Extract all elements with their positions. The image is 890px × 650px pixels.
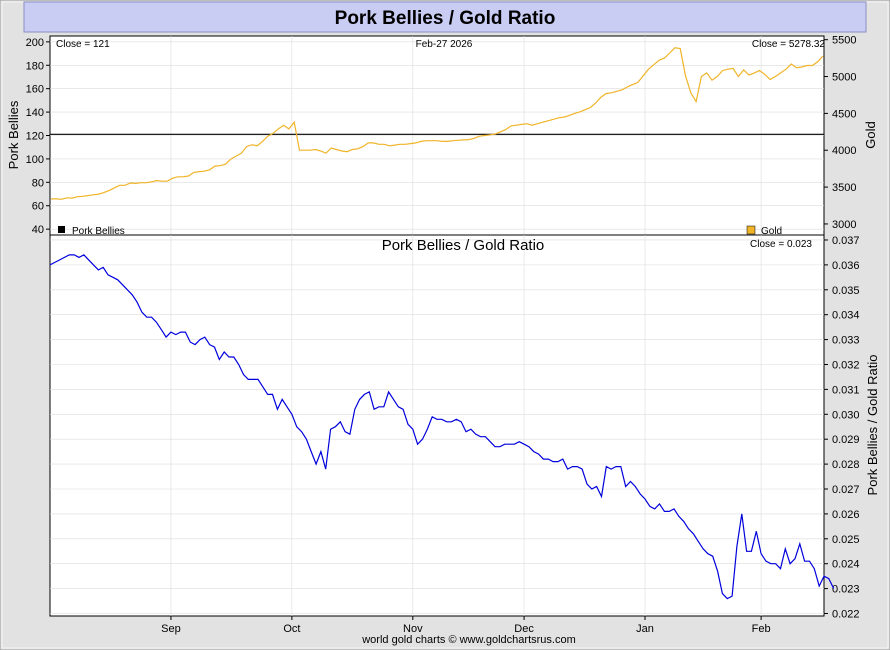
top-left-tick-label: 80 [32,177,44,189]
x-tick-label: Jan [636,623,654,635]
bottom-right-tick-label: 0.032 [832,359,860,371]
bottom-panel-title: Pork Bellies / Gold Ratio [382,237,545,254]
x-tick-label: Feb [752,623,771,635]
top-right-axis-ticks: 5500 5000 4500 4000 3500 3000 [824,35,856,231]
x-axis-ticks: Sep Oct Nov Dec Jan Feb [161,616,771,635]
bottom-right-tick-label: 0.025 [832,534,860,546]
top-panel-grid [50,36,824,235]
bottom-right-tick-label: 0.031 [832,384,860,396]
top-left-tick-label: 180 [26,60,44,72]
top-left-tick-label: 140 [26,107,44,119]
bottom-right-tick-label: 0.023 [832,584,860,596]
ratio-series-line [49,254,835,600]
legend-label-gold: Gold [761,226,782,237]
title-bar [23,1,867,33]
top-right-tick-label: 4000 [832,145,856,157]
bottom-right-tick-label: 0.024 [832,559,860,571]
page-title: Pork Bellies / Gold Ratio [335,8,556,29]
bottom-right-axis-ticks: 0.037 0.036 0.035 0.034 0.033 0.032 0.031 0.030… [824,235,860,621]
footer-credit: world gold charts © www.goldchartsrus.co… [361,634,576,646]
top-right-tick-label: 3500 [832,182,856,194]
bottom-panel: 0.037 0.036 0.035 0.034 0.033 0.032 0.031 0.030… [49,234,880,635]
top-info-center: Feb-27 2026 [416,39,473,50]
x-tick-label: Sep [161,623,181,635]
bottom-right-tick-label: 0.026 [832,509,860,521]
top-info-right: Close = 5278.32 [752,39,826,50]
top-left-tick-label: 40 [32,224,44,236]
bottom-right-tick-label: 0.036 [832,260,860,272]
top-left-axis-ticks: 200 180 160 140 120 100 80 60 40 [26,37,50,236]
legend-swatch-gold [746,225,756,235]
top-right-axis-label: Gold [863,121,878,148]
top-left-tick-label: 60 [32,201,44,213]
bottom-right-tick-label: 0.022 [832,609,860,621]
bottom-right-tick-label: 0.028 [832,459,860,471]
bottom-right-tick-label: 0.034 [832,310,860,322]
bottom-right-tick-label: 0.027 [832,484,860,496]
top-panel: 200 180 160 140 120 100 80 60 40 5500 5000 4500 400… [6,35,878,237]
bottom-right-axis-label: Pork Bellies / Gold Ratio [865,355,880,496]
legend-label-pork-bellies: Pork Bellies [72,226,125,237]
top-right-tick-label: 3000 [832,219,856,231]
top-right-tick-label: 5000 [832,72,856,84]
x-tick-label: Nov [403,623,423,635]
top-left-tick-label: 200 [26,37,44,49]
bottom-panel-grid [50,235,824,616]
top-left-tick-label: 100 [26,154,44,166]
bottom-right-tick-label: 0.030 [832,409,860,421]
top-info-left: Close = 121 [56,39,110,50]
top-left-axis-label: Pork Bellies [6,100,21,169]
bottom-info-right: Close = 0.023 [750,239,812,250]
top-right-tick-label: 4500 [832,108,856,120]
bottom-right-tick-label: 0.033 [832,335,860,347]
bottom-right-tick-label: 0.035 [832,285,860,297]
bottom-right-tick-label: 0.037 [832,235,860,247]
top-left-tick-label: 120 [26,131,44,143]
legend-swatch-pork-bellies [58,226,65,233]
gold-series-line [51,47,824,200]
top-left-tick-label: 160 [26,84,44,96]
bottom-right-tick-label: 0.029 [832,434,860,446]
x-tick-label: Dec [514,623,534,635]
x-tick-label: Oct [283,623,300,635]
bottom-panel-plot-area [49,234,825,617]
top-right-tick-label: 5500 [832,35,856,47]
